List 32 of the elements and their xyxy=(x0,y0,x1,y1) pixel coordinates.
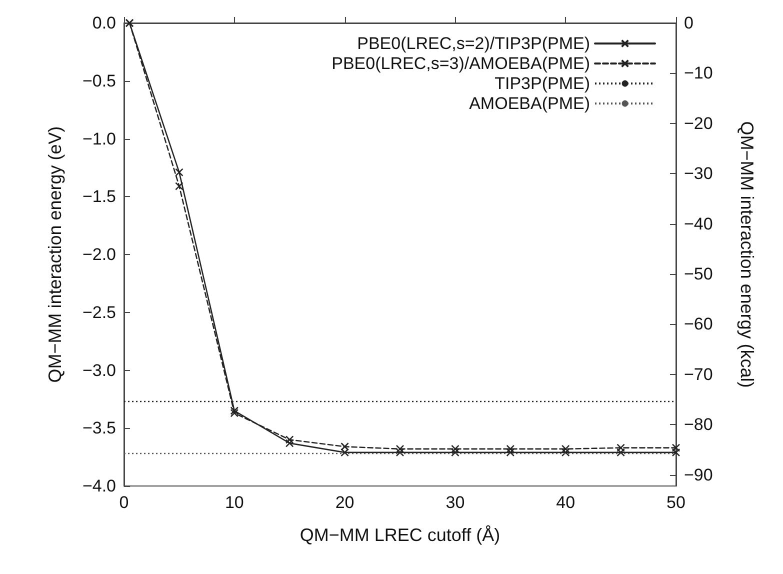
y2-tick-label: −40 xyxy=(684,214,713,234)
y2-tick-label: −80 xyxy=(684,415,713,434)
y2-tick-label: −20 xyxy=(684,114,713,133)
y2-tick-label: 0 xyxy=(684,14,694,32)
y2-axis-title: QM−MM interaction energy (kcal) xyxy=(737,121,757,388)
y-axis-title: QM−MM interaction energy (eV) xyxy=(45,126,65,383)
x-tick-label: 30 xyxy=(446,493,465,512)
x-tick-label: 40 xyxy=(556,493,576,512)
y2-tick-label: −10 xyxy=(684,64,713,83)
legend-label: PBE0(LREC,s=2)/TIP3P(PME) xyxy=(357,34,590,53)
x-tick-label: 10 xyxy=(224,493,244,512)
y-tick-label: −2.0 xyxy=(82,245,116,264)
legend-label: TIP3P(PME) xyxy=(494,74,590,93)
x-tick-label: 20 xyxy=(335,493,354,512)
y-tick-label: −1.0 xyxy=(82,129,116,148)
y-tick-label: −1.5 xyxy=(82,187,116,206)
legend-label: PBE0(LREC,s=3)/AMOEBA(PME) xyxy=(332,54,590,73)
x-tick-label: 50 xyxy=(666,493,686,512)
x-axis-title: QM−MM LREC cutoff (Å) xyxy=(300,525,500,545)
y2-tick-label: −60 xyxy=(684,314,713,334)
y2-tick-label: −30 xyxy=(684,164,713,184)
x-tick-label: 0 xyxy=(119,493,129,512)
y-tick-label: −0.5 xyxy=(82,71,116,90)
legend-label: AMOEBA(PME) xyxy=(469,94,590,113)
y-tick-label: −4.0 xyxy=(82,476,116,496)
y-tick-label: −3.5 xyxy=(82,418,116,438)
y-tick-label: −2.5 xyxy=(82,302,116,322)
y2-tick-label: −90 xyxy=(684,465,713,484)
y-tick-label: 0.0 xyxy=(92,14,116,32)
y2-tick-label: −70 xyxy=(684,364,713,384)
y2-tick-label: −50 xyxy=(684,264,713,284)
y-tick-label: −3.0 xyxy=(82,360,116,380)
